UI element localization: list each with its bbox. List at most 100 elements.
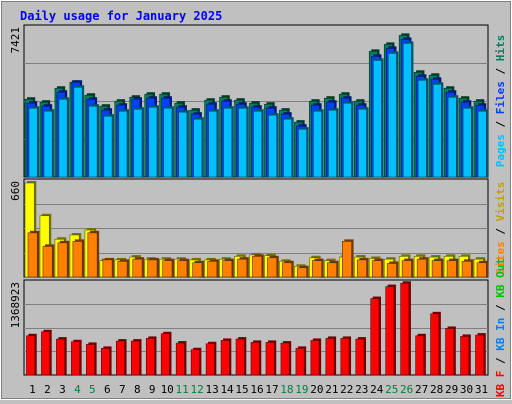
sites-bar (342, 241, 352, 278)
x-tick-label: 3 (59, 383, 66, 396)
pages-bar (447, 96, 457, 178)
x-tick-label: 2 (44, 383, 51, 396)
sites-bar (162, 260, 173, 278)
pages-bar (238, 107, 248, 178)
kbf-bar (175, 342, 185, 376)
kbf-bar (445, 328, 455, 376)
x-tick-label: 12 (191, 383, 204, 396)
sites-bar (117, 261, 128, 278)
kbf-bar (130, 340, 140, 376)
visits-ymax-label: 660 (9, 181, 22, 201)
x-tick-label: 6 (104, 383, 111, 396)
pages-bar (253, 110, 263, 178)
pages-bar (208, 110, 218, 178)
x-tick-label: 15 (235, 383, 248, 396)
kbf-bar (116, 340, 125, 376)
x-tick-label: 13 (205, 383, 218, 396)
x-tick-label: 14 (220, 383, 234, 396)
sites-bar (87, 232, 98, 278)
visits-legend-visits: Visits (494, 182, 507, 222)
kbytes-legend: KB F / KB In / KB Out (494, 258, 507, 397)
pages-bar (268, 114, 278, 178)
sites-bar (446, 260, 457, 278)
kbf-bar (41, 331, 51, 376)
pages-bar (178, 111, 188, 178)
pages-bar (298, 128, 307, 178)
hits-legend-sep: / (494, 114, 507, 134)
x-tick-label: 9 (149, 383, 156, 396)
sites-bar (431, 260, 442, 278)
x-tick-label: 5 (89, 383, 96, 396)
sites-bar (192, 262, 203, 278)
kbf-bar (325, 338, 335, 376)
sites-bar (42, 246, 53, 278)
sites-bar (147, 259, 158, 278)
kbf-bar (415, 335, 425, 376)
pages-bar (283, 118, 292, 178)
sites-bar (177, 260, 188, 278)
pages-bar (462, 107, 472, 178)
kbf-bar (101, 348, 110, 376)
kbf-bar (190, 349, 200, 376)
x-tick-label: 16 (250, 383, 263, 396)
kbf-bar (145, 338, 155, 376)
x-tick-label: 20 (310, 383, 323, 396)
sites-bar (327, 262, 337, 278)
pages-bar (417, 79, 427, 178)
sites-bar (252, 256, 263, 278)
sites-bar (132, 258, 143, 278)
hits-legend-hits: Hits (494, 35, 507, 62)
x-tick-label: 24 (370, 383, 384, 396)
kbf-bar (340, 338, 350, 376)
pages-bar (133, 108, 143, 178)
kbf-bar (475, 334, 485, 376)
sites-bar (416, 258, 427, 278)
sites-bar (297, 267, 307, 278)
sites-bar (386, 263, 397, 278)
x-tick-label: 8 (134, 383, 141, 396)
visits-legend-sep: / (494, 221, 507, 241)
pages-bar (103, 115, 113, 178)
kbf-bar (265, 342, 275, 376)
pages-bar (163, 107, 173, 178)
kbf-bar (71, 341, 80, 376)
sites-bar (57, 242, 68, 278)
sites-bar (267, 257, 278, 278)
x-tick-label: 28 (430, 383, 443, 396)
x-tick-label: 4 (74, 383, 81, 396)
kbf-bar (430, 313, 440, 376)
sites-bar (461, 261, 472, 278)
x-tick-label: 30 (460, 383, 473, 396)
kbf-bar (235, 338, 245, 376)
sites-bar (356, 259, 367, 278)
pages-bar (223, 107, 233, 178)
sites-bar (312, 260, 322, 278)
hits-legend: Pages / Files / Hits (494, 35, 507, 168)
sites-bar (237, 258, 248, 278)
sites-bar (282, 262, 293, 278)
pages-bar (357, 108, 367, 178)
kbytes-legend-kbout: KB Out (494, 258, 507, 298)
kbytes-ymax-label: 1368923 (9, 282, 22, 328)
pages-bar (432, 83, 442, 178)
pages-bar (313, 110, 322, 178)
x-tick-label: 17 (265, 383, 278, 396)
kbf-bar (370, 298, 380, 376)
kbytes-legend-kbf: KB F (494, 371, 507, 398)
kbf-bar (86, 344, 95, 376)
pages-bar (193, 118, 203, 178)
kbf-bar (385, 286, 395, 376)
pages-bar (43, 110, 53, 178)
chart-title: Daily usage for January 2025 (20, 9, 222, 23)
kbf-bar (26, 335, 36, 376)
pages-bar (28, 107, 38, 178)
sites-bar (207, 261, 218, 278)
pages-bar (328, 109, 337, 178)
pages-bar (58, 98, 68, 178)
kbf-bar (160, 333, 170, 376)
sites-bar (27, 232, 38, 278)
kbf-bar (280, 342, 290, 376)
x-tick-label: 25 (385, 383, 398, 396)
pages-bar (477, 110, 487, 178)
